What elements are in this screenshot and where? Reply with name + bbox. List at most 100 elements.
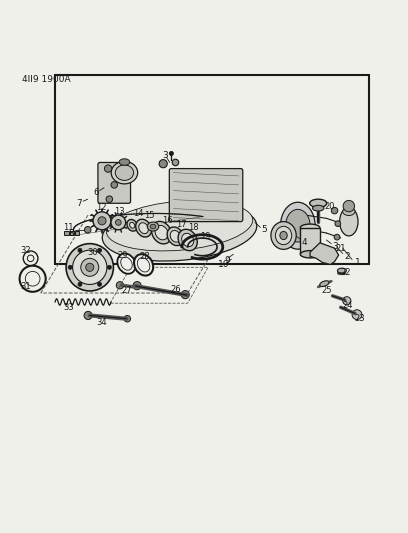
Polygon shape — [310, 243, 339, 264]
Circle shape — [104, 165, 112, 172]
Ellipse shape — [118, 254, 135, 274]
Ellipse shape — [136, 219, 151, 237]
Ellipse shape — [130, 222, 135, 228]
Text: 28: 28 — [140, 252, 150, 261]
Circle shape — [169, 151, 173, 156]
Circle shape — [78, 282, 82, 286]
Text: 33: 33 — [63, 303, 74, 312]
Text: 34: 34 — [96, 318, 106, 327]
Text: 6: 6 — [93, 188, 99, 197]
Text: 13: 13 — [114, 207, 124, 216]
Text: 4II9 1900A: 4II9 1900A — [22, 75, 71, 84]
Ellipse shape — [286, 209, 310, 242]
Text: 3: 3 — [333, 241, 338, 251]
Circle shape — [84, 311, 92, 320]
Circle shape — [115, 220, 121, 225]
Text: 17: 17 — [176, 220, 187, 229]
Text: 1: 1 — [355, 258, 361, 267]
Text: 12: 12 — [96, 203, 106, 212]
Ellipse shape — [147, 222, 159, 231]
Circle shape — [84, 227, 91, 233]
Ellipse shape — [127, 220, 137, 231]
Circle shape — [159, 159, 167, 168]
Text: 2: 2 — [344, 252, 350, 261]
Text: 19: 19 — [200, 232, 211, 241]
Bar — [64, 231, 69, 236]
Ellipse shape — [102, 203, 257, 261]
Ellipse shape — [115, 165, 134, 180]
Ellipse shape — [119, 159, 130, 165]
Ellipse shape — [111, 161, 137, 184]
Ellipse shape — [300, 251, 320, 258]
Ellipse shape — [134, 254, 153, 276]
Text: 30: 30 — [88, 248, 98, 257]
Ellipse shape — [121, 257, 132, 270]
Text: 7: 7 — [77, 199, 82, 208]
Circle shape — [335, 221, 341, 227]
Text: 3: 3 — [162, 151, 168, 159]
Circle shape — [78, 248, 82, 253]
Text: 32: 32 — [20, 246, 31, 255]
Text: 8: 8 — [69, 229, 74, 238]
Circle shape — [23, 251, 38, 265]
Ellipse shape — [137, 258, 150, 272]
Text: 23: 23 — [355, 314, 365, 323]
Bar — [75, 231, 79, 236]
Circle shape — [172, 159, 179, 166]
Ellipse shape — [339, 207, 358, 236]
Ellipse shape — [155, 225, 168, 240]
Ellipse shape — [167, 227, 184, 246]
Circle shape — [81, 259, 99, 276]
Text: 26: 26 — [170, 285, 181, 294]
Circle shape — [25, 271, 40, 286]
Bar — [300, 228, 320, 254]
Ellipse shape — [280, 231, 287, 239]
Text: 9: 9 — [225, 256, 231, 265]
Text: 25: 25 — [321, 286, 332, 295]
Text: 5: 5 — [262, 225, 267, 235]
Text: 21: 21 — [336, 244, 346, 253]
Circle shape — [124, 316, 131, 322]
Text: 20: 20 — [324, 201, 335, 211]
Ellipse shape — [300, 224, 320, 231]
Ellipse shape — [151, 221, 172, 244]
Ellipse shape — [313, 205, 324, 211]
Circle shape — [107, 265, 111, 269]
Ellipse shape — [170, 230, 181, 242]
Text: 4: 4 — [302, 238, 307, 247]
Circle shape — [331, 207, 338, 214]
Text: 24: 24 — [343, 301, 353, 310]
Bar — [70, 231, 74, 236]
Text: 18: 18 — [188, 223, 199, 232]
Bar — [55, 75, 369, 264]
Circle shape — [334, 235, 340, 240]
Ellipse shape — [271, 222, 296, 249]
Text: 16: 16 — [162, 216, 173, 225]
Ellipse shape — [320, 281, 329, 286]
Circle shape — [73, 250, 107, 285]
Circle shape — [86, 263, 94, 271]
Text: 22: 22 — [341, 268, 351, 277]
Ellipse shape — [182, 233, 194, 247]
Ellipse shape — [106, 200, 253, 251]
Circle shape — [133, 281, 141, 290]
Circle shape — [111, 215, 126, 230]
Text: 11: 11 — [63, 223, 74, 232]
Circle shape — [106, 196, 113, 203]
Circle shape — [66, 244, 113, 291]
Ellipse shape — [150, 224, 156, 229]
Text: 10: 10 — [218, 260, 229, 269]
Circle shape — [111, 182, 118, 188]
Circle shape — [27, 255, 34, 262]
Text: 31: 31 — [20, 281, 31, 290]
Circle shape — [343, 297, 351, 305]
Ellipse shape — [310, 199, 327, 207]
Circle shape — [98, 248, 102, 253]
Circle shape — [98, 282, 102, 286]
Circle shape — [68, 265, 72, 269]
Circle shape — [352, 310, 362, 320]
Circle shape — [343, 200, 355, 212]
Ellipse shape — [343, 207, 355, 215]
Text: 15: 15 — [144, 212, 155, 221]
Text: 29: 29 — [117, 251, 128, 260]
